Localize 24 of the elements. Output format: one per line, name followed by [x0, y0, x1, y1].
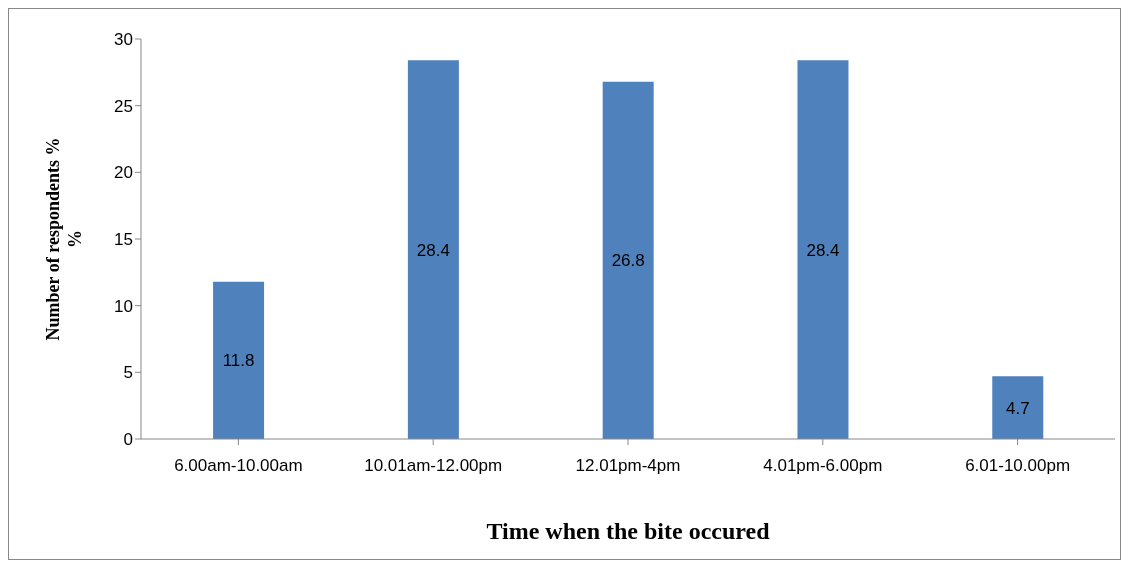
x-tick-label: 6.01-10.00pm: [965, 456, 1071, 476]
y-tick-label: 10: [114, 296, 133, 316]
bar: [602, 81, 654, 439]
data-label: 4.7: [1005, 398, 1030, 418]
data-label: 11.8: [222, 351, 255, 371]
data-label: 28.4: [416, 240, 450, 260]
y-tick-label: 25: [114, 96, 133, 116]
y-axis-title: Number of respondents % %: [43, 137, 85, 341]
bar: [992, 376, 1044, 439]
x-tick-label: 12.01pm-4pm: [575, 456, 681, 476]
y-tick-label: 20: [114, 163, 133, 183]
y-tick-label: 15: [114, 230, 133, 250]
x-tick-label: 4.01pm-6.00pm: [763, 456, 883, 476]
x-tick-label: 10.01am-12.00pm: [364, 456, 503, 476]
bar: [407, 60, 459, 439]
bar: [213, 281, 265, 439]
data-label: 28.4: [806, 240, 840, 260]
y-tick-label: 30: [114, 30, 133, 50]
y-tick-label: 0: [123, 430, 133, 450]
x-tick-label: 6.00am-10.00am: [174, 456, 303, 476]
bar: [797, 60, 849, 439]
data-label: 26.8: [611, 251, 645, 271]
y-tick-label: 5: [123, 363, 133, 383]
x-axis-title: Time when the bite occured: [486, 518, 771, 544]
